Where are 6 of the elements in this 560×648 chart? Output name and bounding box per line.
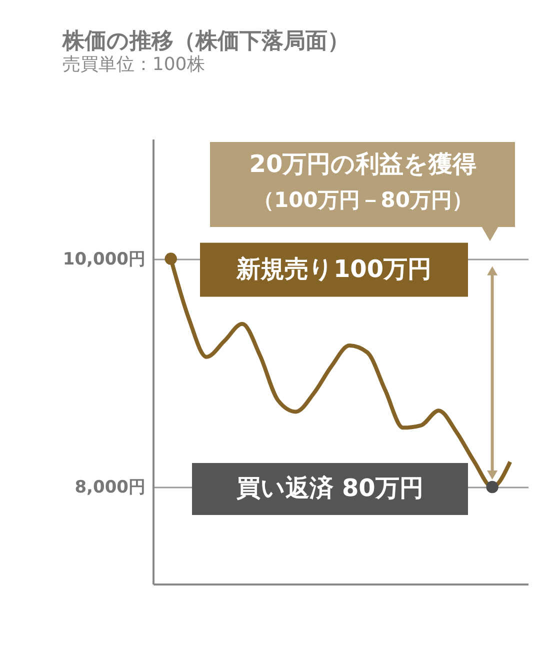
- chart-subtitle: 売買単位：100株: [62, 54, 205, 75]
- annotation: 買い返済 80万円: [236, 474, 424, 502]
- chart-title: 株価の推移（株価下落局面）: [61, 29, 350, 54]
- y-tick-label: 8,000円: [74, 478, 146, 498]
- annotation: 新規売り100万円: [235, 254, 432, 283]
- y-tick-label: 10,000円: [62, 249, 146, 270]
